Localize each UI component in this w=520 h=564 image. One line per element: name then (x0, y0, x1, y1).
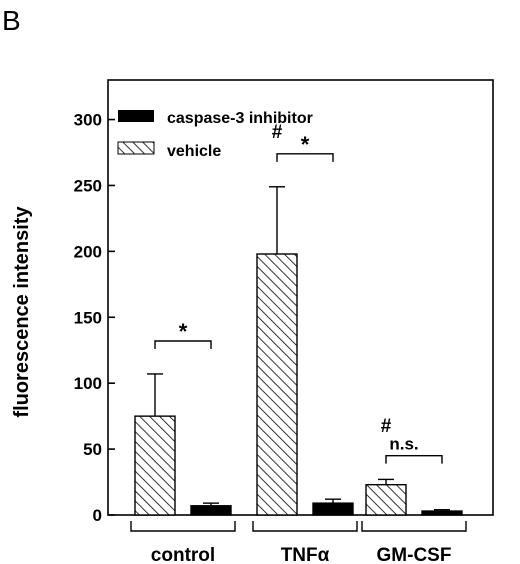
panel-label: B (2, 5, 21, 36)
significance-bracket-gm-csf (385, 454, 443, 464)
legend-swatch-caspase-3-inhibitor (118, 110, 154, 122)
category-bracket-control (130, 521, 236, 532)
bars (134, 186, 463, 516)
inhibitor-bar-tnfa (312, 502, 354, 516)
vehicle-bar-control (134, 415, 176, 516)
inhibitor-bar-control (190, 505, 232, 516)
x-categories: control TNFα GM-CSF (130, 521, 467, 564)
y-ticks: 0 50 100 150 200 250 300 (74, 111, 115, 525)
vehicle-bar-tnfa (256, 253, 298, 516)
legend-label-vehicle: vehicle (167, 143, 221, 160)
category-bracket-gm-csf (361, 521, 467, 532)
hash-marker-tnfa: # (272, 122, 283, 143)
y-tick-label: 150 (74, 308, 102, 327)
category-bracket-tnfa (252, 521, 358, 532)
inhibitor-bar-gm-csf (421, 510, 463, 516)
significance-label-tnfa: * (301, 132, 310, 157)
category-label-gm-csf: GM-CSF (377, 545, 452, 564)
y-tick-label: 200 (74, 242, 102, 261)
significance-label-control: * (179, 319, 188, 344)
category-label-control: control (151, 545, 215, 564)
legend: caspase-3 inhibitor vehicle (117, 110, 313, 160)
legend-label-caspase-3-inhibitor: caspase-3 inhibitor (167, 110, 313, 127)
plot-frame (107, 79, 494, 516)
axes (107, 79, 494, 516)
category-label-tnfa: TNFα (281, 545, 330, 564)
annotations: **n.s.## (154, 122, 443, 464)
significance-label-gm-csf: n.s. (389, 435, 418, 454)
y-tick-label: 50 (83, 440, 102, 459)
y-axis-label: fluorescence intensity (11, 206, 33, 418)
y-tick-label: 100 (74, 374, 102, 393)
significance-bracket-control (154, 340, 212, 349)
significance-bracket-tnfa (276, 153, 334, 162)
legend-swatch-vehicle (117, 141, 155, 155)
hash-marker-gm-csf: # (381, 416, 392, 437)
y-tick-label: 300 (74, 111, 102, 130)
y-tick-label: 0 (93, 506, 102, 525)
vehicle-bar-gm-csf (365, 483, 407, 516)
y-tick-label: 250 (74, 176, 102, 195)
